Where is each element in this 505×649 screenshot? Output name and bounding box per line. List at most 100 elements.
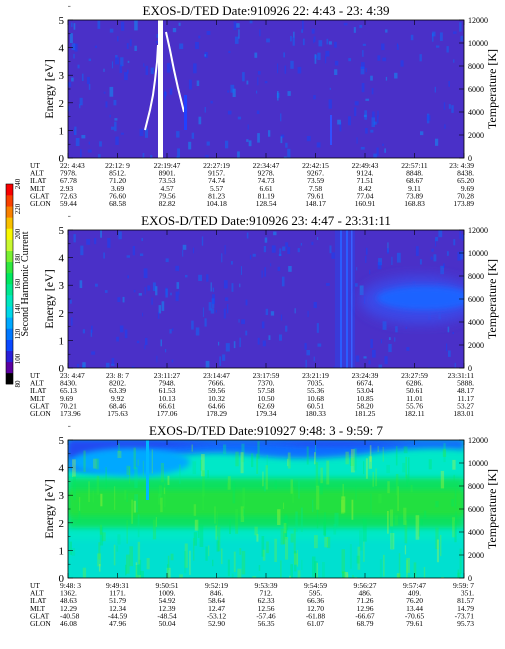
ephemeris-cell: -61.88 [306, 611, 326, 620]
noise-cell [237, 116, 242, 120]
noise-cell [264, 237, 268, 243]
noise-cell [202, 307, 204, 317]
noise-cell [370, 493, 372, 516]
noise-cell [307, 310, 309, 318]
noise-cell [410, 34, 414, 41]
noise-cell [242, 487, 246, 510]
noise-cell [403, 446, 408, 454]
noise-cell [261, 270, 263, 278]
panel-2-band-line-3 [351, 230, 353, 368]
ephemeris-cell: 22:34:47 [253, 161, 280, 170]
noise-cell [198, 116, 202, 125]
ephemeris-cell: 12.56 [258, 604, 275, 613]
noise-cell [86, 76, 90, 85]
noise-cell [205, 154, 209, 158]
noise-cell [100, 230, 102, 238]
noise-cell [283, 522, 287, 534]
noise-cell [435, 501, 439, 508]
noise-cell [363, 541, 365, 562]
noise-cell [133, 289, 136, 293]
noise-cell [137, 459, 139, 466]
noise-cell [345, 451, 349, 465]
panel-1-trace-left [144, 44, 159, 131]
noise-cell [406, 347, 410, 351]
noise-cell [287, 458, 289, 467]
noise-cell [105, 467, 107, 489]
noise-cell [71, 77, 74, 82]
y2-tick-label: 6000 [468, 295, 484, 304]
noise-cell [326, 460, 330, 485]
panel-1-spike-2 [330, 115, 332, 145]
noise-cell [131, 366, 135, 368]
noise-cell [92, 490, 94, 503]
ephemeris-cell: 178.29 [206, 409, 227, 418]
noise-cell [457, 251, 462, 261]
noise-cell [166, 63, 171, 73]
noise-cell [117, 534, 121, 545]
panel-1-axes: 0 1 2 3 4 5 0 2000 4000 6000 8000 10000 12000 [59, 5, 488, 165]
colorbar-swatch [6, 228, 13, 240]
ephemeris-cell: 8848. [406, 169, 423, 178]
noise-cell [342, 483, 344, 498]
colorbar-swatch [6, 350, 13, 363]
noise-cell [264, 267, 266, 277]
noise-cell [405, 326, 408, 330]
noise-cell [139, 128, 144, 137]
ephemeris-cell: 65.20 [457, 176, 474, 185]
noise-cell [290, 564, 293, 578]
noise-cell [397, 486, 399, 512]
noise-cell [257, 133, 260, 143]
noise-cell [164, 90, 166, 100]
noise-cell [368, 360, 371, 365]
colorbar-swatch [6, 339, 13, 351]
noise-cell [193, 504, 197, 516]
noise-cell [285, 142, 288, 148]
noise-cell [75, 138, 80, 146]
noise-cell [278, 253, 282, 257]
noise-cell [435, 138, 439, 146]
noise-cell [88, 58, 92, 62]
ephemeris-cell: 22:12: 9 [105, 161, 130, 170]
noise-cell [210, 282, 212, 292]
noise-cell [113, 544, 116, 566]
noise-cell [378, 493, 382, 504]
noise-cell [446, 46, 449, 53]
ephemeris-cell: 76.20 [406, 596, 423, 605]
noise-cell [176, 156, 179, 158]
noise-cell [115, 136, 119, 145]
noise-cell [435, 527, 439, 550]
noise-cell [328, 41, 332, 45]
ephemeris-cell: 22:49:43 [352, 161, 379, 170]
ephemeris-cell: 9:57:47 [403, 581, 426, 590]
ephemeris-cell: 10.13 [159, 394, 176, 403]
noise-cell [443, 102, 446, 110]
ephemeris-cell: 60.51 [307, 401, 324, 410]
noise-cell [396, 44, 399, 50]
noise-cell [419, 54, 422, 62]
ephemeris-cell: 8.42 [358, 184, 371, 193]
noise-cell [82, 362, 86, 368]
noise-cell [341, 549, 345, 574]
panel-1-y2label: Temperature [K] [485, 49, 499, 129]
ephemeris-cell: 12.96 [357, 604, 374, 613]
ephemeris-cell: 74.73 [258, 176, 275, 185]
noise-cell [195, 327, 200, 336]
noise-cell [283, 156, 287, 158]
noise-cell [460, 251, 464, 260]
panel-2-axes: 0 1 2 3 4 5 0 2000 4000 6000 8000 10000 12000 [59, 215, 488, 375]
noise-cell [406, 559, 408, 578]
panel-1-trace-right [165, 31, 185, 113]
noise-cell [155, 41, 159, 44]
noise-cell [338, 367, 341, 368]
ephemeris-cell: 71.26 [357, 596, 374, 605]
noise-cell [365, 68, 367, 73]
ephemeris-row-label: ALT [30, 589, 44, 598]
noise-cell [287, 247, 291, 254]
ephemeris-cell: 5888. [457, 379, 474, 388]
noise-cell [459, 231, 462, 239]
noise-cell [365, 128, 368, 134]
noise-cell [396, 573, 401, 578]
noise-cell [390, 533, 395, 550]
noise-cell [394, 515, 399, 526]
noise-cell [347, 573, 349, 578]
